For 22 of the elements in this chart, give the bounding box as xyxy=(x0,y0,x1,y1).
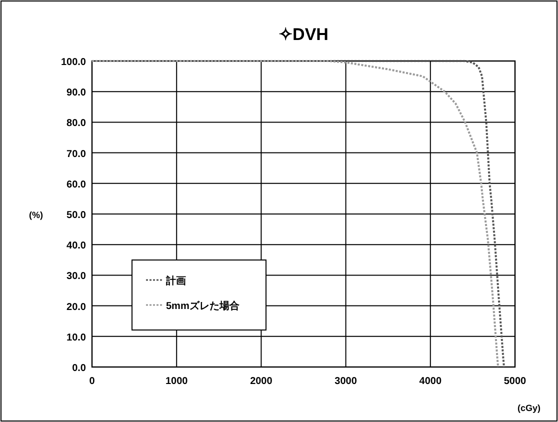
x-tick-label: 1000 xyxy=(165,376,188,387)
y-axis-title: (%) xyxy=(29,210,43,220)
y-tick-label: 20.0 xyxy=(66,302,86,313)
y-tick-label: 30.0 xyxy=(66,271,86,282)
y-tick-label: 70.0 xyxy=(66,148,86,160)
y-tick-label: 100.0 xyxy=(60,57,86,68)
y-tick-label: 10.0 xyxy=(66,332,86,344)
legend-label: 5mmズレた場合 xyxy=(166,300,240,312)
x-axis-title: (cGy) xyxy=(517,403,541,413)
legend-label: 計画 xyxy=(165,275,186,287)
y-tick-label: 40.0 xyxy=(66,240,86,252)
y-tick-label: 60.0 xyxy=(66,179,86,190)
chart-title: ✧DVH xyxy=(278,25,328,44)
y-tick-label: 0.0 xyxy=(72,363,86,374)
x-tick-label: 0 xyxy=(89,376,96,387)
y-tick-label: 80.0 xyxy=(66,118,86,130)
x-tick-label: 5000 xyxy=(504,376,527,387)
x-tick-label: 4000 xyxy=(419,376,442,387)
y-tick-label: 90.0 xyxy=(66,88,86,99)
x-tick-label: 2000 xyxy=(250,376,273,387)
y-tick-label: 50.0 xyxy=(66,210,86,221)
x-tick-label: 3000 xyxy=(334,376,358,387)
